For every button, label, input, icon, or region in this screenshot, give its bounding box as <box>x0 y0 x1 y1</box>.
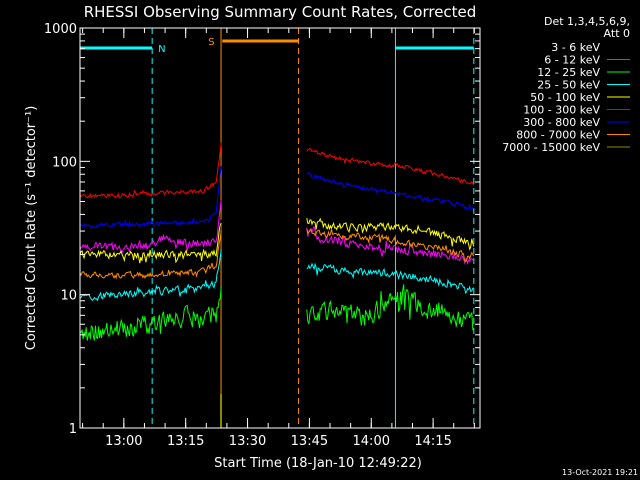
plot-frame <box>79 27 481 429</box>
y-tick-label: 1000 <box>44 22 77 37</box>
x-tick-label: 14:00 <box>353 434 390 449</box>
legend-label: 25 - 50 keV <box>537 79 600 92</box>
series-line <box>79 222 222 264</box>
x-tick-label: 13:15 <box>167 434 204 449</box>
series-line <box>306 217 475 251</box>
legend-header-line: Att 0 <box>604 27 630 40</box>
series-line <box>79 219 222 274</box>
flag-label: S <box>208 37 214 48</box>
y-tick-label: 100 <box>52 155 77 170</box>
legend-label: 3 - 6 keV <box>551 41 600 54</box>
legend-label: 7000 - 15000 keV <box>502 141 600 154</box>
chart-title: RHESSI Observing Summary Count Rates, Co… <box>84 3 477 21</box>
legend-label: 50 - 100 keV <box>530 91 600 104</box>
series-line <box>79 230 222 280</box>
y-tick-label: 1 <box>69 422 77 437</box>
legend-label: 300 - 800 keV <box>523 116 600 129</box>
legend-label: 12 - 25 keV <box>537 66 600 79</box>
legend-header: Det 1,3,4,5,6,9,Att 0 <box>544 15 630 40</box>
series-line <box>306 284 474 331</box>
x-axis-ticks: 13:00 13:15 13:30 13:45 14:00 14:15 <box>82 28 475 449</box>
y-tick-label: 10 <box>60 289 77 304</box>
series-line <box>79 249 222 302</box>
series-line <box>306 171 475 212</box>
flag-bars: NS <box>80 37 474 55</box>
x-tick-label: 14:15 <box>414 434 451 449</box>
legend-label: 100 - 300 keV <box>523 104 600 117</box>
x-axis-label: Start Time (18-Jan-10 12:49:22) <box>214 456 422 471</box>
series-line <box>79 166 222 230</box>
series-lines <box>79 142 475 428</box>
series-line <box>306 227 475 263</box>
legend-label: 6 - 12 keV <box>544 54 600 67</box>
timestamp: 13-Oct-2021 19:21 <box>562 468 638 477</box>
series-line <box>306 147 475 186</box>
series-line <box>306 262 475 295</box>
flag-label: N <box>158 44 165 55</box>
legend-label: 800 - 7000 keV <box>516 129 600 142</box>
x-tick-label: 13:45 <box>291 434 328 449</box>
y-axis-label: Corrected Count Rate (s⁻¹ detector⁻¹) <box>24 106 39 351</box>
y-axis-ticks: 1 10 100 1000 <box>44 22 480 437</box>
x-tick-label: 13:00 <box>105 434 142 449</box>
series-line <box>79 142 222 199</box>
legend-header-line: Det 1,3,4,5,6,9, <box>544 15 630 28</box>
x-tick-label: 13:30 <box>229 434 266 449</box>
series-line <box>79 286 222 341</box>
series-line <box>306 225 475 266</box>
series-line <box>79 199 222 253</box>
